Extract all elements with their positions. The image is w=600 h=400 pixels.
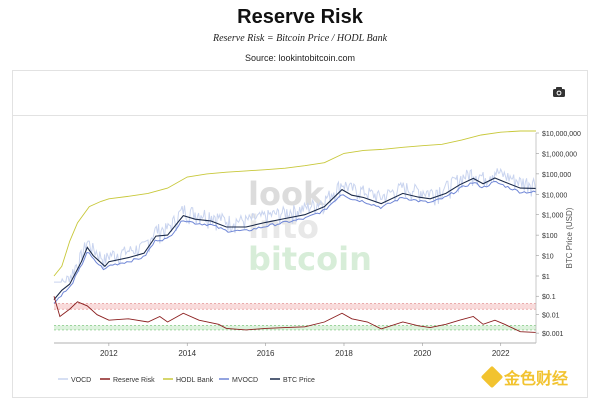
x-ticks: 2012 2014 2016 2018 2020 2022 (100, 343, 510, 358)
chart-source: Source: lookintobitcoin.com (244, 53, 356, 63)
legend-item[interactable]: Reserve Risk (113, 377, 155, 384)
series-mvocd (53, 180, 537, 304)
band-high (54, 303, 536, 310)
x-tick-label: 2016 (257, 349, 275, 358)
risk-tick-label: $0.1 (542, 294, 556, 301)
y-tick-label: $100 (542, 233, 558, 240)
brand-logo-icon (480, 365, 504, 389)
legend-item[interactable]: VOCD (71, 377, 91, 384)
chart-title: Reserve Risk (237, 6, 363, 28)
legend-item[interactable]: BTC Price (283, 377, 315, 384)
watermark-look: look (248, 175, 325, 213)
y-tick-label: $100,000 (542, 172, 571, 179)
y-tick-label: $10,000 (542, 192, 567, 199)
y-tick-label: $10,000,000 (542, 131, 581, 138)
x-tick-label: 2022 (492, 349, 510, 358)
chart-subtitle: Reserve Risk = Bitcoin Price / HODL Bank (212, 33, 388, 44)
watermark-bitcoin: bitcoin (248, 240, 372, 278)
y-axis-label: BTC Price (USD) (565, 207, 574, 268)
camera-icon[interactable] (552, 86, 566, 98)
risk-bands (54, 303, 536, 331)
y-tick-label: $1,000,000 (542, 151, 577, 158)
series-btc-price (53, 177, 537, 300)
series-lines (53, 130, 537, 333)
vocd-series (53, 167, 537, 304)
x-tick-label: 2012 (100, 349, 118, 358)
series-reserve-risk (53, 296, 537, 333)
x-tick-label: 2014 (178, 349, 196, 358)
toolbar-divider (12, 115, 588, 116)
legend-item[interactable]: MVOCD (232, 377, 258, 384)
series-vocd (54, 167, 537, 283)
y-tick-label: $10 (542, 254, 554, 261)
y-tick-label: $1,000 (542, 213, 564, 220)
brand-watermark: 金色财经 (480, 365, 569, 389)
brand-text: 金色财经 (504, 369, 569, 388)
risk-tick-label: $0.001 (542, 331, 564, 338)
y-tick-label: $1 (542, 274, 550, 281)
band-low (54, 325, 536, 330)
risk-tick-label: $0.01 (542, 313, 560, 320)
series-hodl-bank (53, 130, 536, 277)
chart-panel (12, 70, 588, 398)
x-tick-label: 2020 (413, 349, 431, 358)
legend: VOCD Reserve Risk HODL Bank MVOCD BTC Price (58, 377, 315, 384)
y-ticks: $10,000,000 $1,000,000 $100,000 $10,000 $1,0… (536, 131, 581, 338)
x-tick-label: 2018 (335, 349, 353, 358)
legend-item[interactable]: HODL Bank (176, 377, 214, 384)
